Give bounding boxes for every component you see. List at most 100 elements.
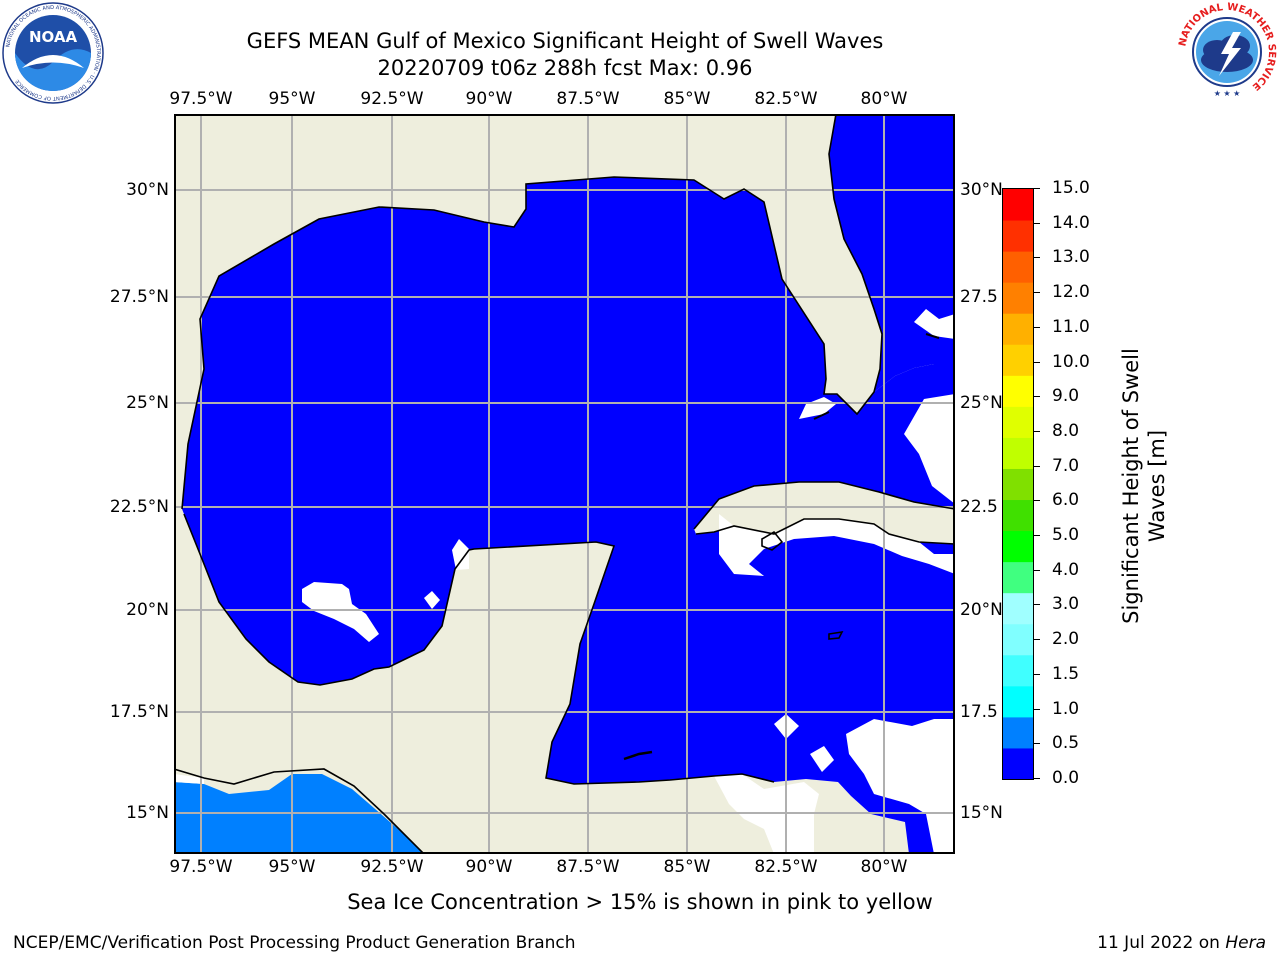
colorbar-segment [1003, 592, 1033, 625]
lat-label-left: 20°N [126, 600, 169, 620]
colorbar-tick-mark [1034, 465, 1040, 467]
lon-label-top: 90°W [465, 89, 513, 109]
lat-label-right: 22.5 [960, 497, 998, 517]
colorbar-segment [1003, 530, 1033, 563]
colorbar-tick-label: 15.0 [1052, 178, 1090, 198]
lon-label-bottom: 90°W [465, 857, 513, 877]
date-stamp: 11 Jul 2022 on Hera [1097, 933, 1266, 953]
colorbar-tick-label: 4.0 [1052, 559, 1080, 580]
lat-label-left: 17.5°N [109, 702, 169, 722]
colorbar-tick-mark [1034, 569, 1040, 571]
colorbar-tick-mark [1034, 604, 1040, 606]
gulf-water [182, 177, 955, 854]
map-panel [173, 113, 956, 855]
colorbar-segment [1003, 654, 1033, 687]
colorbar-tick-label: 3.0 [1052, 594, 1080, 615]
colorbar-tick-mark [1034, 361, 1040, 363]
colorbar-segment [1003, 561, 1033, 594]
colorbar-tick-label: 5.0 [1052, 525, 1080, 546]
lon-label-bottom: 80°W [860, 857, 908, 877]
lat-label-right: 27.5 [960, 287, 998, 307]
colorbar-tick-mark [1034, 430, 1040, 432]
lon-label-top: 95°W [268, 89, 316, 109]
pacific-nodata [174, 774, 204, 784]
colorbar-tick-mark [1034, 639, 1040, 641]
lat-label-left: 15°N [126, 803, 169, 823]
colorbar-segment [1003, 406, 1033, 438]
coastline-yucatan-mexico [183, 513, 775, 785]
colorbar-tick-mark [1034, 257, 1040, 259]
colorbar-label-line2: Waves [m] [1145, 429, 1169, 543]
colorbar-segment [1003, 313, 1033, 345]
colorbar-tick-label: 0.5 [1052, 733, 1080, 754]
lat-label-right: 15°N [960, 803, 1003, 823]
lon-label-bottom: 87.5°W [556, 857, 620, 877]
colorbar-tick-mark [1034, 743, 1040, 745]
svg-text:★ ★ ★: ★ ★ ★ [1214, 89, 1241, 98]
coastline-jamaica [828, 630, 844, 640]
chart-subtitle: 20220709 t06z 288h fcst Max: 0.96 [377, 56, 753, 80]
lon-label-bottom: 95°W [268, 857, 316, 877]
colorbar-tick-label: 8.0 [1052, 420, 1080, 441]
colorbar-tick-mark [1034, 222, 1040, 224]
coastline-cuba [693, 481, 956, 545]
colorbar-segment [1003, 499, 1033, 532]
lat-label-right: 20°N [960, 600, 1003, 620]
colorbar-tick-label: 7.0 [1052, 455, 1080, 476]
colorbar-segment [1003, 344, 1033, 376]
lon-label-top: 80°W [860, 89, 908, 109]
gulf-of-mexico-map [173, 113, 956, 855]
lon-label-bottom: 97.5°W [169, 857, 233, 877]
lat-label-right: 30°N [960, 180, 1003, 200]
lat-label-left: 30°N [126, 180, 169, 200]
noaa-logo: NOAA NATIONAL OCEANIC AND ATMOSPHERIC AD… [2, 2, 104, 104]
lon-label-top: 92.5°W [360, 89, 424, 109]
colorbar-tick-mark [1034, 708, 1040, 710]
sea-ice-note: Sea Ice Concentration > 15% is shown in … [347, 890, 933, 914]
colorbar-segment [1003, 437, 1033, 469]
nodata-patch-bay-of-campeche [302, 582, 379, 642]
credit-text: NCEP/EMC/Verification Post Processing Pr… [13, 933, 576, 953]
colorbar-segment [1003, 220, 1033, 252]
colorbar-tick-mark [1034, 778, 1040, 779]
noaa-logo-text: NOAA [29, 28, 78, 46]
colorbar-tick-label: 1.5 [1052, 663, 1080, 684]
map-frame [174, 114, 955, 854]
colorbar-tick-mark [1034, 326, 1040, 328]
nodata-patch-caribbean-mid [764, 782, 819, 854]
colorbar-segment [1003, 716, 1033, 749]
colorbar-segment [1003, 282, 1033, 314]
nodata-patch-caribbean-east [846, 719, 955, 854]
colorbar-tick-label: 0.0 [1052, 768, 1080, 788]
colorbar-tick-label: 12.0 [1052, 282, 1090, 303]
cuba-land [694, 482, 955, 544]
coastline-keys [813, 333, 940, 420]
lon-label-top: 87.5°W [556, 89, 620, 109]
nodata-patch-cuba-south [719, 514, 955, 576]
colorbar-tick-label: 14.0 [1052, 212, 1090, 233]
colorbar-segment [1003, 623, 1033, 656]
colorbar-segment [1003, 251, 1033, 283]
colorbar-tick-mark [1034, 188, 1040, 189]
lon-label-bottom: 85°W [663, 857, 711, 877]
lat-label-right: 17.5 [960, 702, 998, 722]
colorbar-tick-label: 10.0 [1052, 351, 1090, 372]
coastline-honduras-islands [623, 750, 653, 761]
colorbar-segment [1003, 375, 1033, 407]
machine-name: Hera [1225, 933, 1266, 953]
coastline-gulf [181, 113, 883, 510]
colorbar-label-line1: Significant Height of Swell [1119, 348, 1143, 624]
colorbar-tick-mark [1034, 396, 1040, 398]
nodata-patch-caribbean-2 [810, 746, 834, 772]
colorbar [1002, 188, 1034, 780]
colorbar-tick-mark [1034, 673, 1040, 675]
lat-label-left: 25°N [126, 393, 169, 413]
lat-label-left: 27.5°N [109, 287, 169, 307]
lon-label-top: 82.5°W [754, 89, 818, 109]
colorbar-tick-label: 13.0 [1052, 247, 1090, 268]
nws-logo: NATIONAL WEATHER SERVICE ★ ★ ★ [1177, 2, 1277, 102]
colorbar-tick-label: 9.0 [1052, 386, 1080, 407]
lat-label-left: 22.5°N [109, 497, 169, 517]
coastline-central-america-pacific [173, 768, 425, 855]
colorbar-segment [1003, 189, 1033, 221]
